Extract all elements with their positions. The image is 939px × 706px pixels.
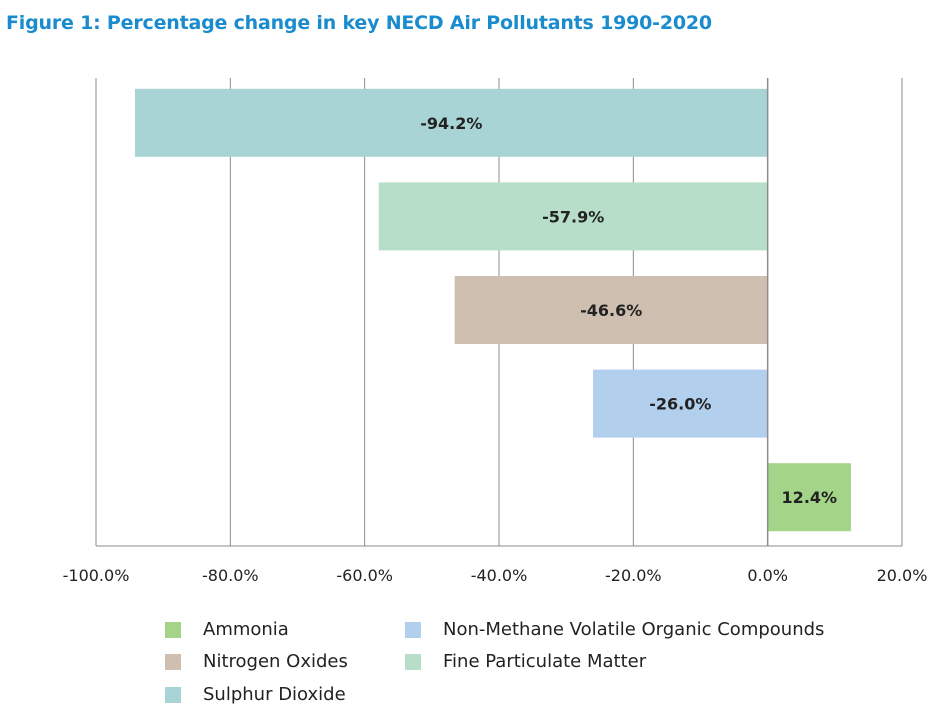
- legend-label-fine-particulate-matter: Fine Particulate Matter: [443, 651, 647, 672]
- legend-item-nmvoc: Non-Methane Volatile Organic Compounds: [405, 619, 824, 640]
- legend-swatch-nitrogen-oxides: [165, 653, 181, 670]
- bar-nitrogen-oxides: [454, 276, 768, 344]
- x-tick-label-0: -100.0%: [63, 566, 130, 585]
- x-tick-label-5: 0.0%: [747, 566, 788, 585]
- figure-title: Figure 1: Percentage change in key NECD …: [6, 12, 712, 34]
- legend-swatch-ammonia: [165, 621, 181, 638]
- legend-swatch-nmvoc: [405, 621, 421, 638]
- x-tick-label-3: -40.0%: [471, 566, 528, 585]
- bar-non-methane-volatile-organic-compounds: [593, 369, 768, 438]
- bar-label-0: -94.2%: [420, 114, 482, 133]
- bar-fine-particulate-matter: [378, 182, 768, 251]
- bar-label-3: -26.0%: [649, 395, 711, 414]
- x-tick-label-6: 20.0%: [877, 566, 928, 585]
- bar-label-1: -57.9%: [542, 207, 604, 226]
- x-axis-tick-labels: -100.0% -80.0% -60.0% -40.0% -20.0% 0.0% 20.0%: [63, 566, 928, 585]
- legend-item-nitrogen-oxides: Nitrogen Oxides: [165, 651, 348, 672]
- legend-swatch-fine-particulate-matter: [405, 653, 421, 670]
- legend-item-sulphur-dioxide: Sulphur Dioxide: [165, 684, 346, 705]
- legend-label-nmvoc: Non-Methane Volatile Organic Compounds: [443, 619, 825, 640]
- legend-label-ammonia: Ammonia: [203, 619, 289, 640]
- x-tick-label-2: -60.0%: [336, 566, 393, 585]
- x-tick-label-1: -80.0%: [202, 566, 259, 585]
- legend-item-ammonia: Ammonia: [165, 619, 289, 640]
- legend-item-fine-particulate-matter: Fine Particulate Matter: [405, 651, 646, 672]
- bar-sulphur-dioxide: [134, 88, 768, 157]
- legend-label-sulphur-dioxide: Sulphur Dioxide: [203, 684, 346, 705]
- legend-swatch-sulphur-dioxide: [165, 686, 181, 703]
- legend-label-nitrogen-oxides: Nitrogen Oxides: [203, 651, 348, 672]
- x-tick-label-4: -20.0%: [605, 566, 662, 585]
- bar-data-labels: -94.2% -57.9% -46.6% -26.0% 12.4%: [420, 114, 837, 507]
- bar-ammonia: [767, 463, 851, 532]
- bars: [134, 88, 851, 532]
- bar-label-4: 12.4%: [782, 488, 838, 507]
- bar-label-2: -46.6%: [580, 301, 642, 320]
